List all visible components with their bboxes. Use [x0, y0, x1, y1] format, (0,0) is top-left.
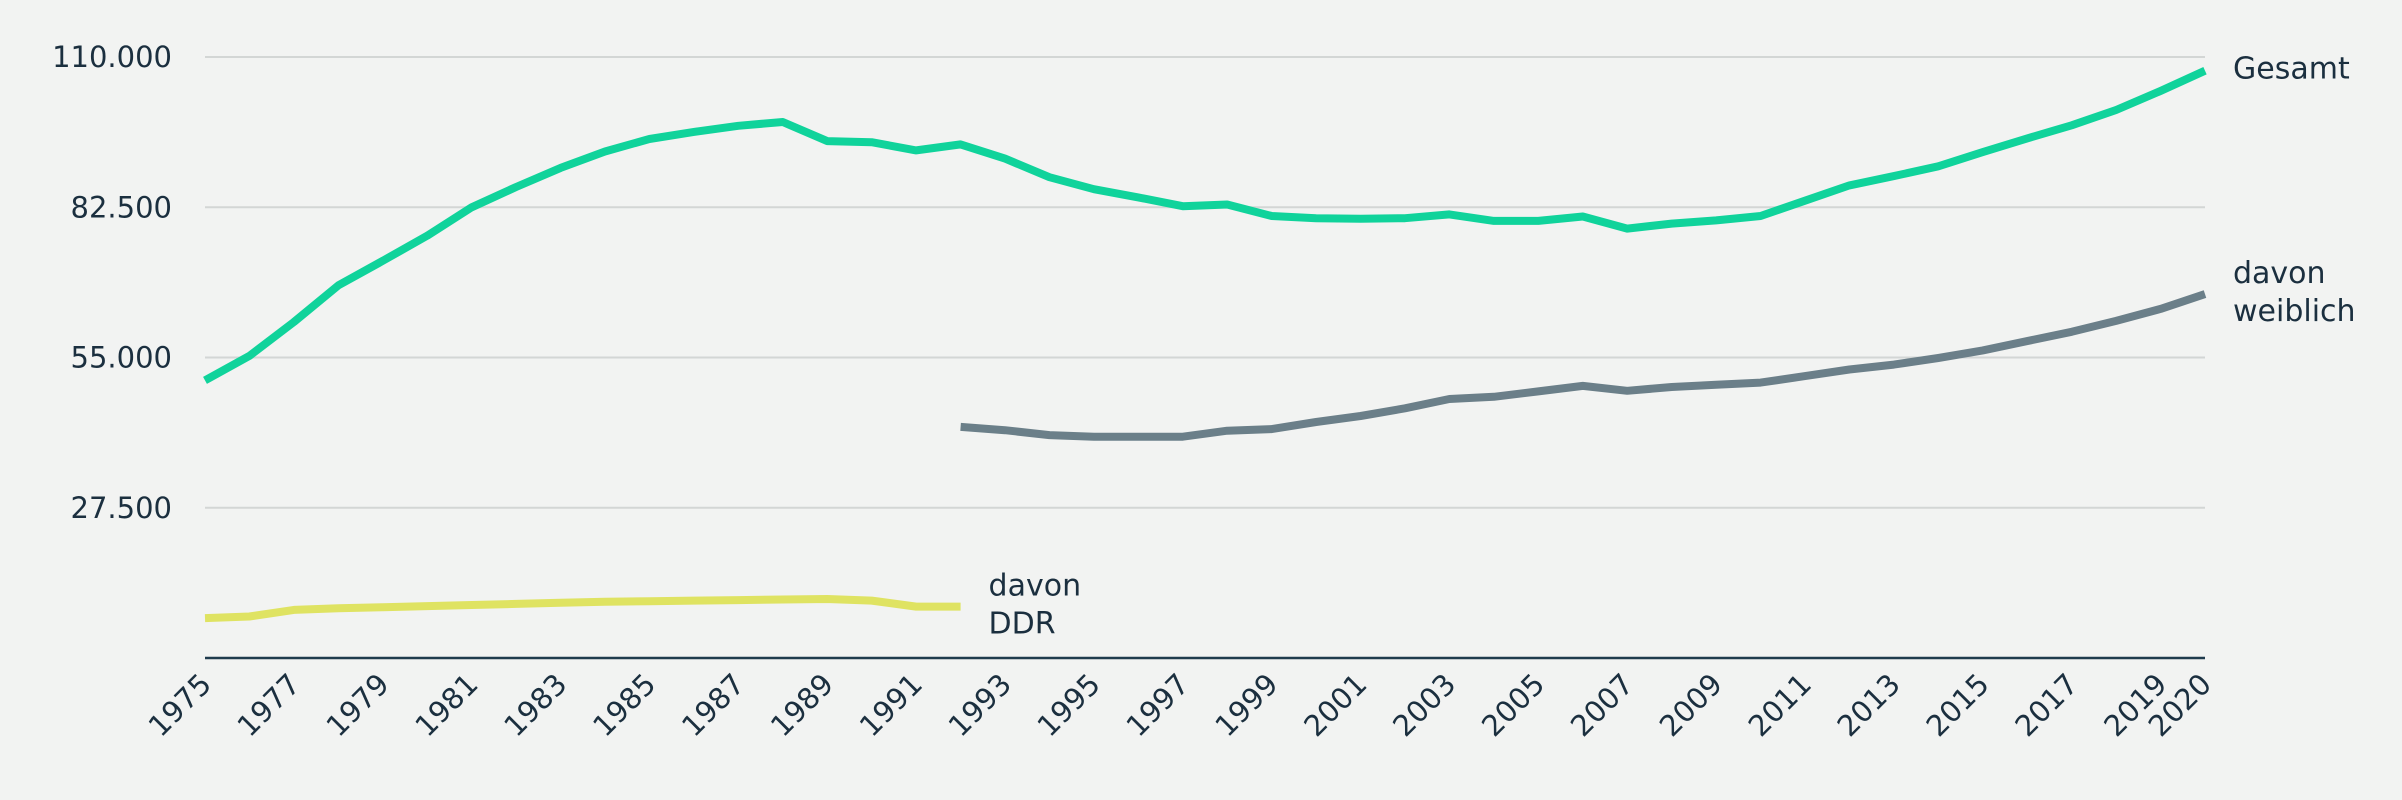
x-tick-label: 2001 — [1297, 667, 1373, 743]
series-line-2 — [204, 595, 961, 623]
x-axis-ticks: 1975 1977 1979 1981 1983 1985 1987 1989 1991 1993… — [142, 667, 2218, 743]
x-tick-label: 2003 — [1386, 667, 1462, 743]
x-tick-label: 1981 — [408, 667, 484, 743]
x-tick-label: 1999 — [1208, 667, 1284, 743]
y-tick-label: 27.500 — [71, 491, 172, 525]
series-label-1: davon weiblich — [2233, 256, 2356, 329]
series-lines — [203, 67, 2207, 623]
x-tick-label: 2005 — [1475, 667, 1551, 743]
series-labels: Gesamt davon weiblich davon DDR — [989, 52, 2356, 642]
x-tick-label: 1991 — [853, 667, 929, 743]
gridlines — [205, 56, 2205, 509]
y-axis-ticks: 27.500 55.000 82.500 110.000 — [52, 40, 172, 525]
y-tick-label: 82.500 — [71, 190, 172, 224]
y-tick-label: 110.000 — [52, 40, 172, 74]
x-tick-label: 1985 — [586, 667, 662, 743]
x-tick-label: 1989 — [764, 667, 840, 743]
series-label-0: Gesamt — [2233, 52, 2350, 87]
series-line-1 — [960, 290, 2207, 441]
y-tick-label: 55.000 — [71, 341, 172, 375]
x-tick-label: 1995 — [1031, 667, 1107, 743]
x-tick-label: 2015 — [1919, 667, 1995, 743]
x-tick-label: 1983 — [497, 667, 573, 743]
x-tick-label: 1977 — [231, 667, 307, 743]
x-tick-label: 2009 — [1653, 667, 1729, 743]
x-tick-label: 2017 — [2008, 667, 2084, 743]
x-tick-label: 2007 — [1564, 667, 1640, 743]
series-label-2: davon DDR — [989, 569, 1082, 642]
x-tick-label: 1997 — [1119, 667, 1195, 743]
x-tick-label: 1987 — [675, 667, 751, 743]
x-tick-label: 1979 — [319, 667, 395, 743]
x-tick-label: 2013 — [1831, 667, 1907, 743]
x-tick-label: 2011 — [1742, 667, 1818, 743]
x-tick-label: 1993 — [942, 667, 1018, 743]
series-line-0 — [203, 67, 2207, 384]
x-tick-label: 1975 — [142, 667, 218, 743]
